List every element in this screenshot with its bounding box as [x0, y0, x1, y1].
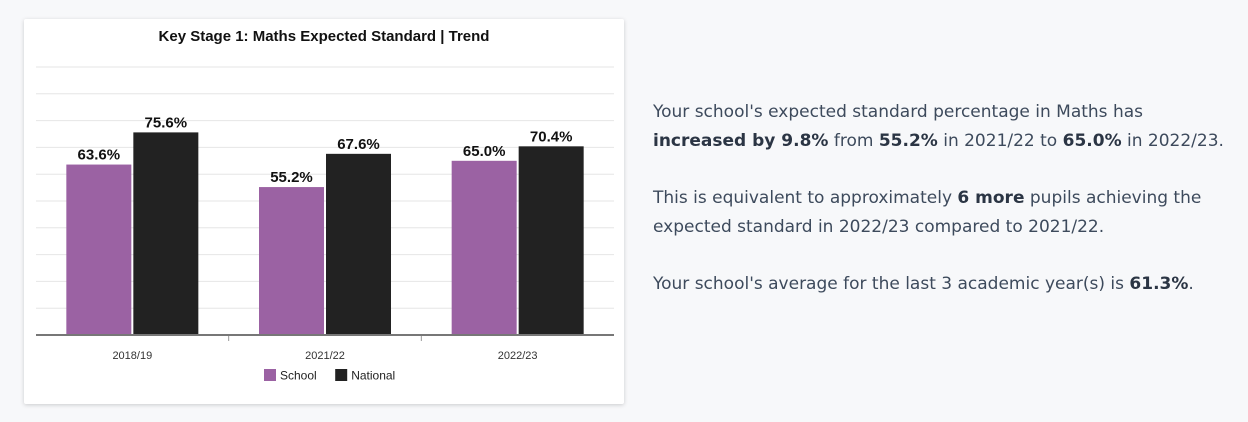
data-label: 55.2%: [270, 169, 313, 186]
summary-highlight: 6 more: [957, 188, 1025, 208]
summary-text: from: [828, 131, 879, 151]
data-label: 70.4%: [530, 128, 573, 145]
gridlines: [36, 66, 614, 309]
bars-group: [66, 132, 584, 335]
chart-card: Key Stage 1: Maths Expected Standard | T…: [24, 19, 624, 404]
legend-swatch-national: [335, 369, 348, 381]
x-tick-label: 2018/19: [112, 350, 152, 362]
data-label: 75.6%: [145, 114, 188, 131]
legend-item-school[interactable]: School: [280, 369, 317, 383]
x-tick-label: 2022/23: [498, 350, 538, 362]
summary-text: .: [1188, 274, 1194, 294]
bar-chart: Key Stage 1: Maths Expected Standard | T…: [36, 28, 614, 383]
summary-text: Your school's average for the last 3 aca…: [653, 274, 1130, 294]
bar-school[interactable]: [451, 160, 517, 335]
chart-title: Key Stage 1: Maths Expected Standard | T…: [159, 28, 490, 45]
summary-text: pupils achieving the expected standard i…: [653, 188, 1202, 237]
summary-highlight: 65.0%: [1062, 131, 1122, 151]
summary-pupils-text: This is equivalent to approximately 6 mo…: [653, 184, 1233, 242]
summary-average-text: Your school's average for the last 3 aca…: [653, 270, 1233, 299]
x-axis: 2018/19 2021/22 2022/23: [36, 334, 614, 362]
data-labels-group: 63.6% 75.6% 55.2% 67.6% 65.0% 70.4%: [78, 114, 573, 186]
legend[interactable]: School National: [264, 369, 395, 383]
summary-text: This is equivalent to approximately: [653, 188, 958, 208]
bar-national[interactable]: [518, 146, 584, 335]
bar-national[interactable]: [326, 153, 391, 335]
summary-text: in 2022/23.: [1121, 131, 1224, 151]
summary-highlight: 55.2%: [878, 131, 938, 151]
summary-text: in 2021/22 to: [937, 131, 1063, 151]
bar-school[interactable]: [259, 187, 324, 335]
summary-panel: Your school's expected standard percenta…: [653, 98, 1233, 327]
bar-school[interactable]: [66, 164, 132, 335]
bar-national[interactable]: [133, 132, 199, 335]
data-label: 65.0%: [463, 143, 506, 160]
legend-swatch-school: [264, 369, 276, 381]
summary-highlight: increased by 9.8%: [653, 131, 829, 151]
data-label: 67.6%: [337, 136, 380, 153]
data-label: 63.6%: [78, 147, 121, 164]
summary-change-text: Your school's expected standard percenta…: [653, 98, 1233, 156]
summary-highlight: 61.3%: [1129, 274, 1189, 294]
summary-text: Your school's expected standard percenta…: [653, 102, 1143, 122]
legend-item-national[interactable]: National: [351, 369, 395, 383]
x-tick-label: 2021/22: [305, 350, 345, 362]
